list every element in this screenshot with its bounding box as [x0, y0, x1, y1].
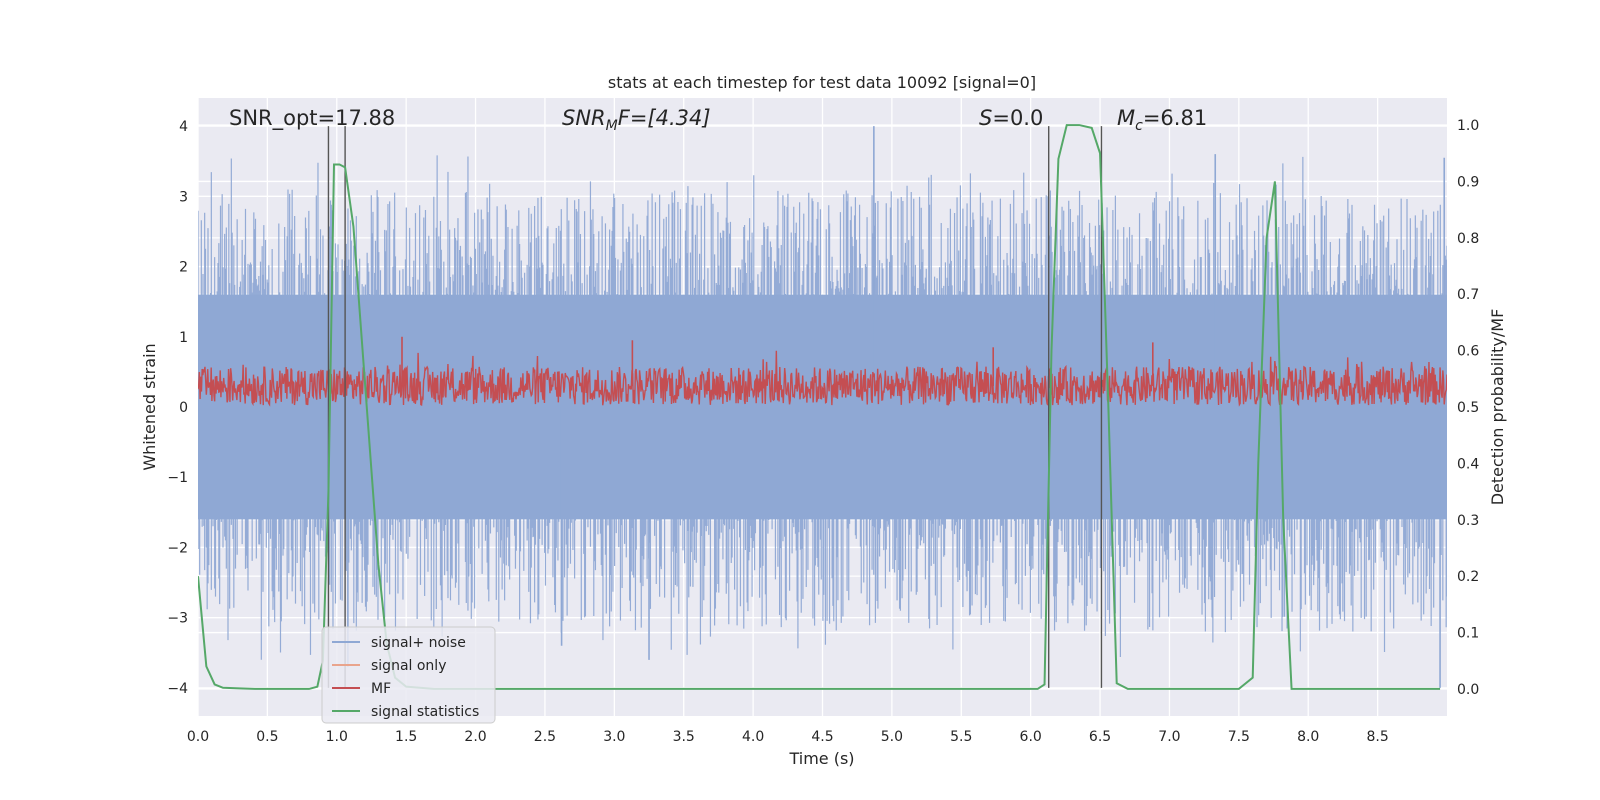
x-tick-label: 2.0 [464, 729, 486, 745]
left-tick-label: −3 [167, 611, 188, 627]
noise-core-band [198, 294, 1447, 520]
x-tick-label: 4.0 [742, 729, 764, 745]
right-tick-label: 0.0 [1457, 682, 1479, 698]
series-signal-statistics [198, 124, 1441, 690]
x-tick-label: 6.0 [1020, 729, 1042, 745]
x-tick-label: 8.5 [1366, 729, 1388, 745]
annotation-mc-rest: =6.81 [1143, 106, 1207, 130]
annotation-snr-mf-main: SNR [562, 106, 606, 130]
right-tick-label: 0.3 [1457, 513, 1479, 529]
annotation-s-rest: =0.0 [992, 106, 1043, 130]
x-axis-label: Time (s) [788, 749, 854, 768]
legend-label: MF [371, 681, 391, 697]
annotation-snr-mf-sub: M [606, 118, 618, 134]
annotation-snr-opt: SNR_opt=17.88 [229, 106, 395, 131]
right-tick-label: 0.1 [1457, 626, 1479, 642]
x-tick-label: 6.5 [1089, 729, 1111, 745]
x-tick-label: 0.0 [187, 729, 209, 745]
legend-box [321, 626, 496, 724]
left-tick-label: 3 [179, 189, 188, 205]
left-axis-ticks: −4 −3 −2 −1 0 1 2 3 4 [167, 119, 188, 697]
legend-label: signal statistics [371, 704, 479, 720]
x-tick-label: 5.0 [881, 729, 903, 745]
x-tick-label: 3.5 [673, 729, 695, 745]
legend-label: signal+ noise [371, 635, 466, 651]
right-tick-label: 0.6 [1457, 344, 1479, 360]
x-tick-label: 5.5 [950, 729, 972, 745]
x-tick-label: 0.5 [256, 729, 278, 745]
series-signal-noise [198, 126, 1447, 688]
left-tick-label: 4 [179, 119, 188, 135]
mf-trace [198, 350, 1447, 407]
x-tick-label: 8.0 [1297, 729, 1319, 745]
right-tick-label: 0.5 [1457, 400, 1479, 416]
annotation-s: S=0.0 [979, 106, 1043, 130]
signal-statistics-line [198, 124, 1441, 690]
x-tick-label: 1.0 [326, 729, 348, 745]
annotation-mc-main: M [1117, 106, 1135, 130]
series-mf [198, 336, 1447, 407]
x-tick-label: 2.5 [534, 729, 556, 745]
right-tick-label: 0.7 [1457, 287, 1479, 303]
right-axis-ticks: 0.0 0.1 0.2 0.3 0.4 0.5 0.6 0.7 0.8 0.9 1.0 [1457, 118, 1479, 698]
left-tick-label: 1 [179, 330, 188, 346]
right-tick-label: 0.8 [1457, 231, 1479, 247]
x-axis-ticks: 0.0 0.5 1.0 1.5 2.0 2.5 3.0 3.5 4.0 4.5 5.0 5.5 6.0 6… [187, 729, 1389, 745]
left-tick-label: −1 [167, 470, 188, 486]
right-tick-label: 1.0 [1457, 118, 1479, 134]
annotation-mc: Mc=6.81 [1117, 106, 1207, 134]
annotation-snr-mf: SNRMF=[4.34] [562, 106, 711, 134]
left-tick-label: −2 [167, 540, 188, 556]
x-tick-label: 1.5 [395, 729, 417, 745]
left-tick-label: 0 [179, 400, 188, 416]
right-tick-label: 0.2 [1457, 569, 1479, 585]
annotation-snr-mf-rest: F=[4.34] [618, 106, 711, 130]
left-tick-label: −4 [167, 681, 188, 697]
y-axis-label-left: Whitened strain [140, 343, 159, 470]
x-tick-label: 7.0 [1158, 729, 1180, 745]
annotation-mc-sub: c [1135, 118, 1143, 134]
annotation-s-main: S [979, 106, 992, 130]
x-tick-label: 7.5 [1228, 729, 1250, 745]
right-tick-label: 0.4 [1457, 456, 1479, 472]
legend: signal+ noise signal only MF signal statist… [321, 626, 496, 724]
x-tick-label: 4.5 [811, 729, 833, 745]
left-tick-label: 2 [179, 260, 188, 276]
legend-label: signal only [371, 658, 446, 674]
chart-title: stats at each timestep for test data 100… [608, 73, 1036, 92]
y-axis-label-right: Detection probability/MF [1488, 309, 1507, 506]
right-tick-label: 0.9 [1457, 174, 1479, 190]
x-tick-label: 3.0 [603, 729, 625, 745]
